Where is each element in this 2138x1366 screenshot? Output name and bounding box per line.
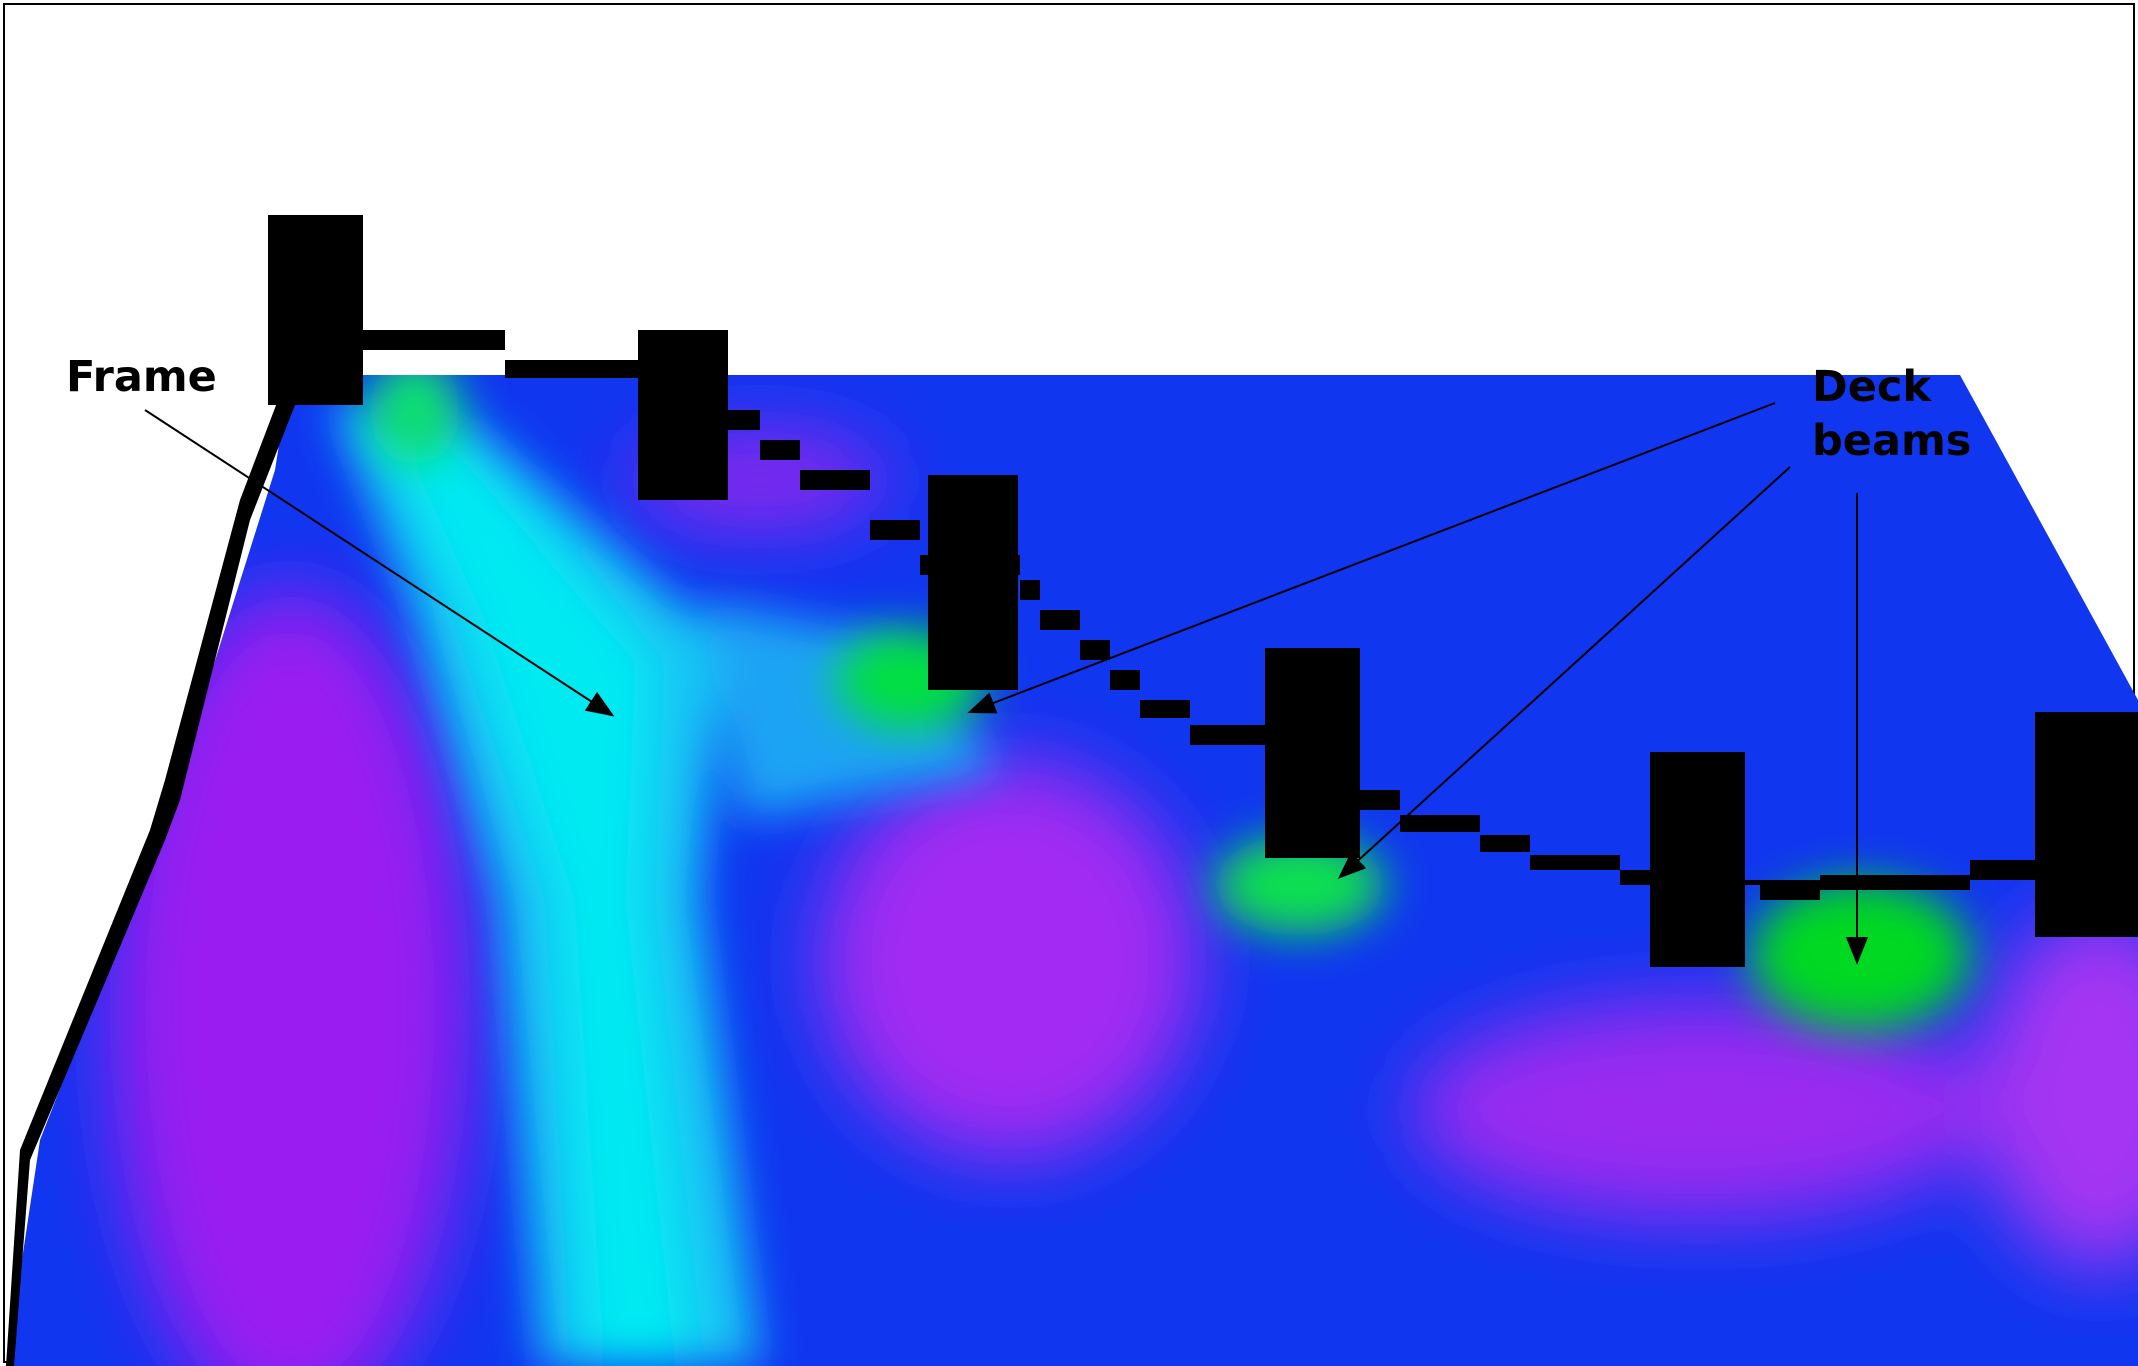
frame-arrow [144, 409, 615, 717]
section-outline [6, 215, 2138, 1366]
frame-label: Frame [66, 352, 217, 402]
deck-beam-6 [2035, 712, 2138, 937]
deck-beams-label-line2: beams [1812, 416, 1972, 466]
deck-beam-arrow-2 [1337, 466, 1791, 879]
deck-beam-arrow-1 [967, 402, 1776, 714]
deck-beams-label-line1: Deck [1812, 362, 1931, 412]
low-stress-zone-right [1410, 1000, 1990, 1220]
deck-beam-1 [268, 215, 363, 405]
low-stress-zone-far-right [1980, 910, 2138, 1270]
peak-stress-frame-top [370, 375, 460, 465]
deck-beam-4 [1265, 648, 1360, 858]
deck-beam-2 [638, 330, 728, 500]
annotation-arrows [144, 402, 1869, 965]
low-stress-zone-center [820, 760, 1200, 1160]
stress-field [6, 375, 2138, 1366]
peak-stress-beam-3 [1750, 880, 1970, 1030]
deck-beam-3 [928, 475, 1018, 690]
deck-beam-5 [1650, 752, 1745, 967]
low-stress-zone-left [110, 590, 470, 1366]
